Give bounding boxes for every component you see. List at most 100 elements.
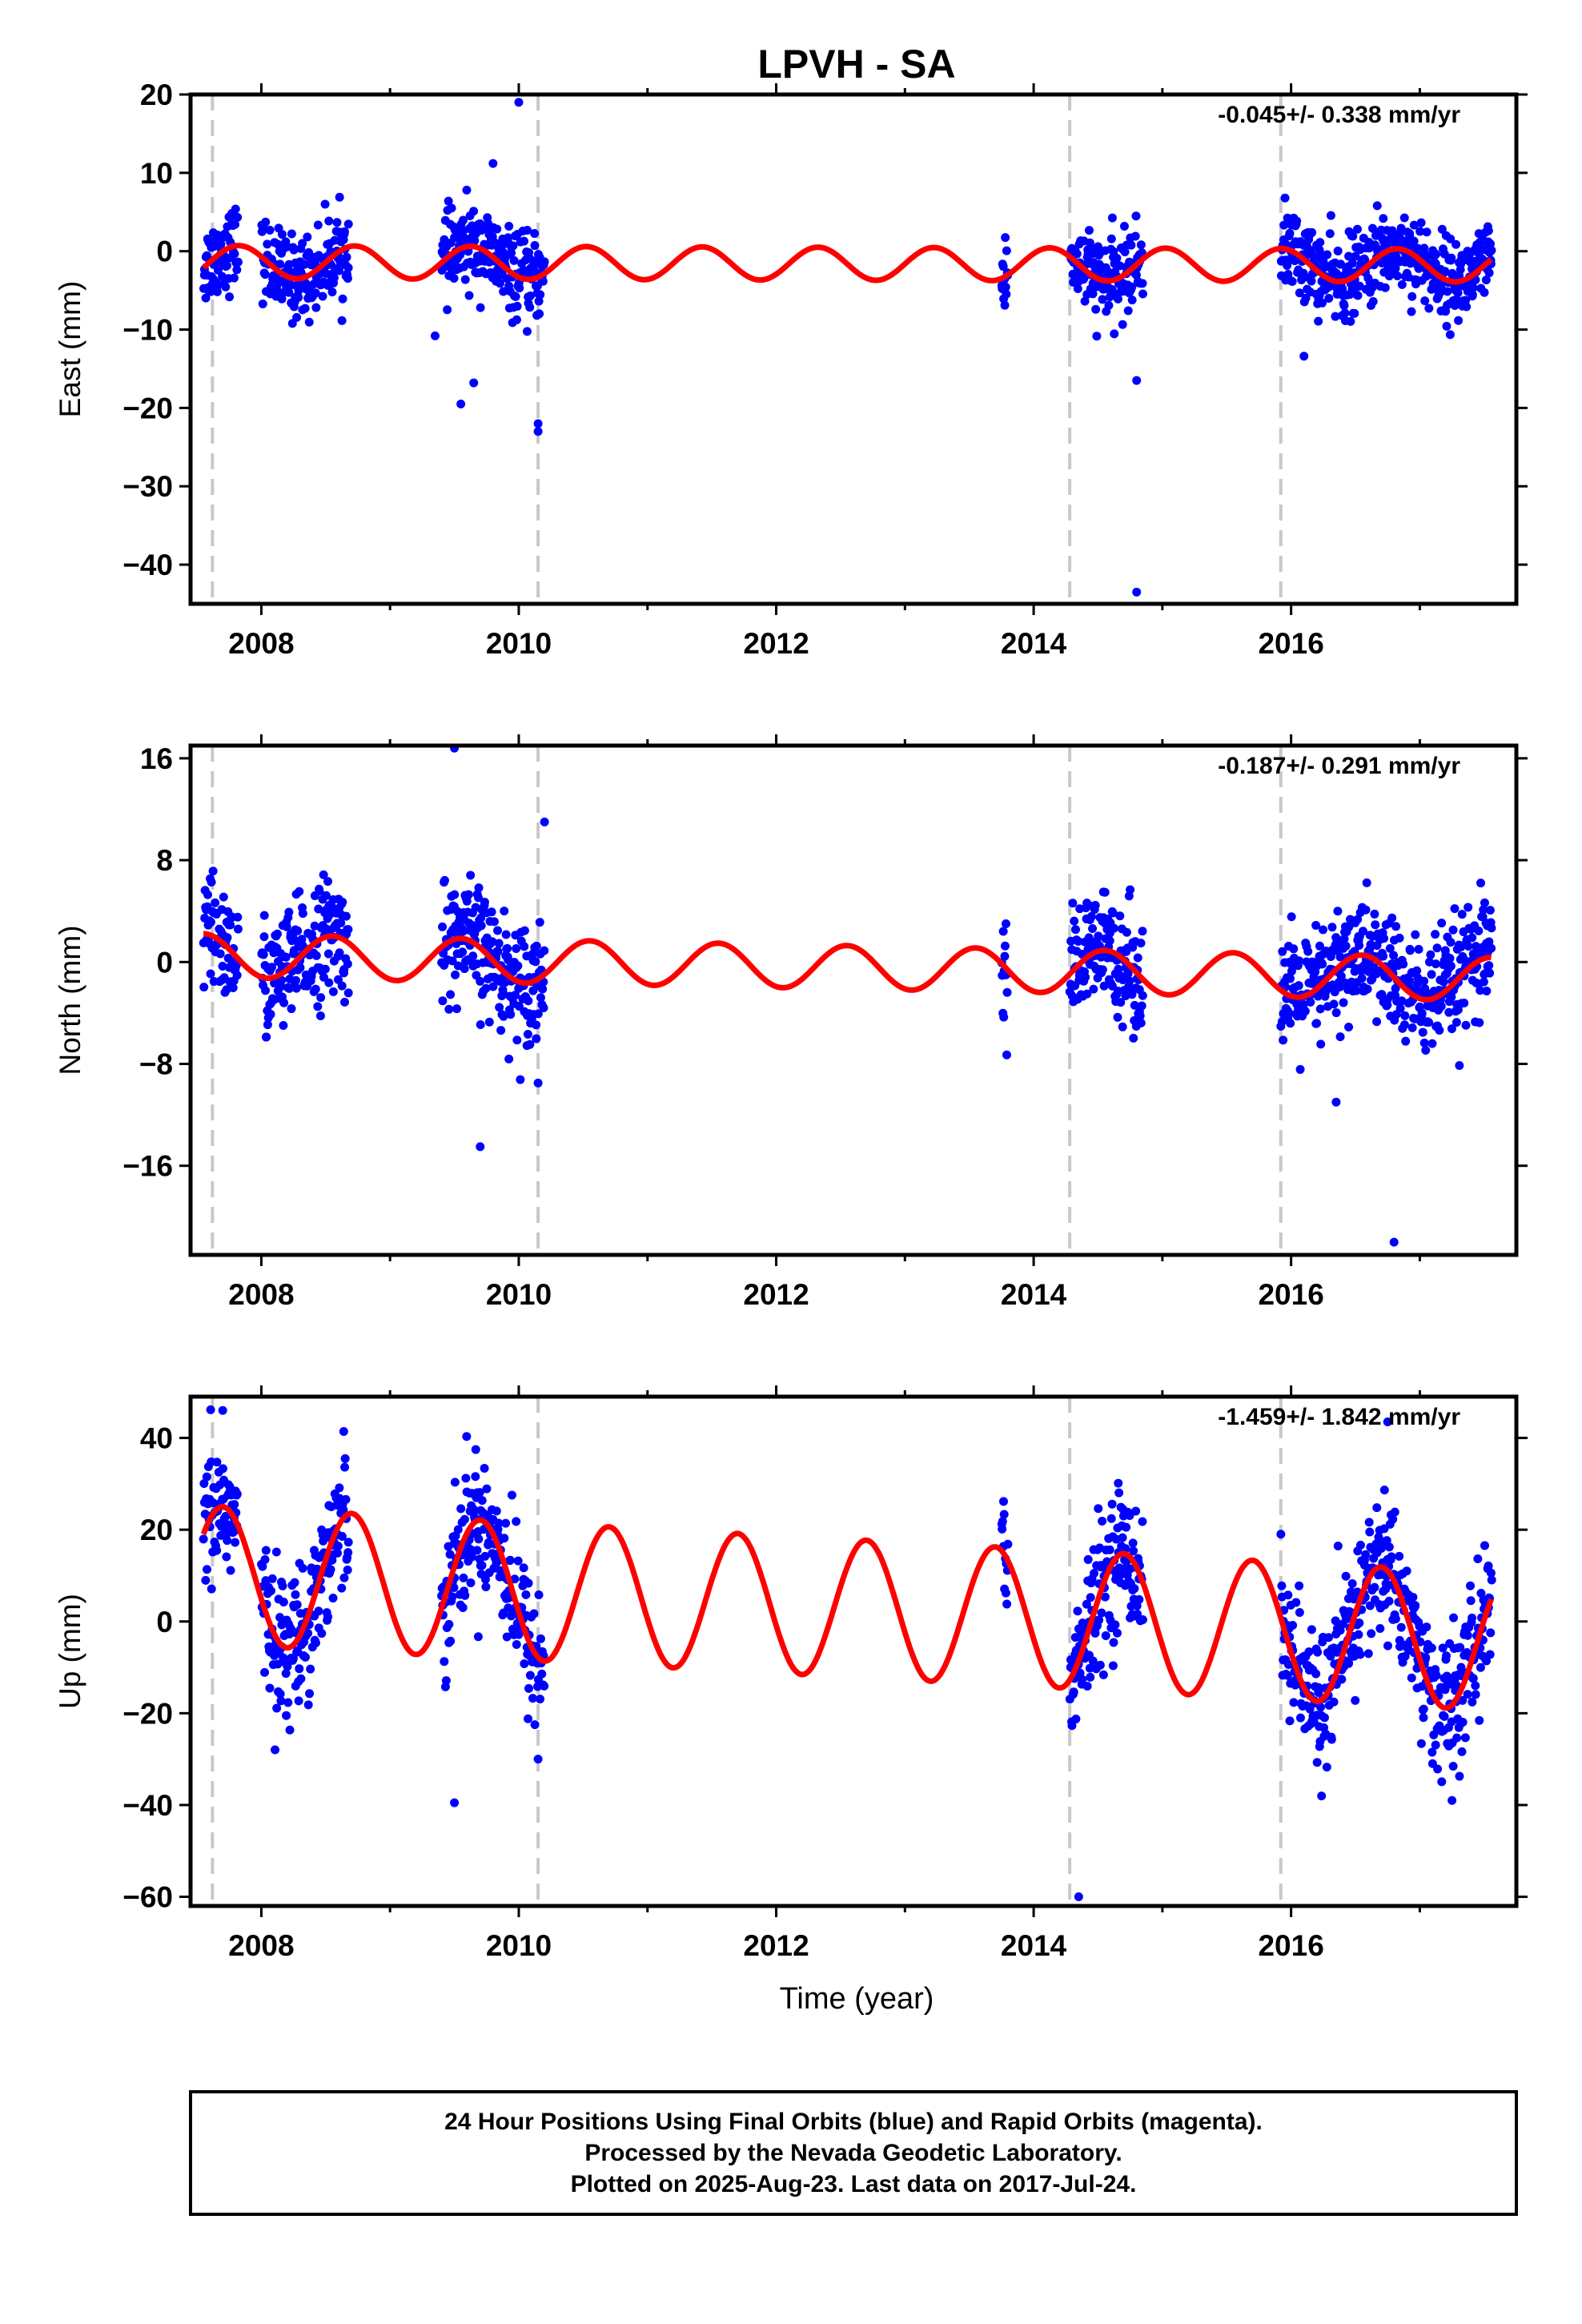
data-point — [440, 235, 449, 244]
data-point — [1476, 1663, 1485, 1672]
data-point — [1392, 271, 1402, 280]
data-point — [1395, 1551, 1404, 1561]
data-point — [328, 1594, 338, 1603]
data-point — [1400, 1011, 1410, 1020]
data-point — [1315, 941, 1324, 951]
data-point — [438, 922, 448, 931]
data-point — [1395, 933, 1404, 943]
y-tick-label: 0 — [156, 1606, 173, 1638]
x-tick-label: 2014 — [1001, 1278, 1067, 1311]
data-point — [998, 927, 1008, 936]
data-point — [1138, 1517, 1147, 1526]
data-point — [536, 290, 545, 300]
data-point — [231, 1538, 240, 1547]
data-point — [338, 898, 347, 907]
data-point — [1115, 1570, 1125, 1580]
data-point — [1361, 1550, 1371, 1559]
data-point — [233, 257, 243, 267]
data-point — [337, 1532, 347, 1542]
data-point — [532, 1034, 541, 1043]
data-point — [311, 303, 321, 312]
data-point — [1311, 920, 1321, 930]
data-point — [1372, 1503, 1382, 1513]
model-curve — [200, 1504, 1494, 1711]
data-point — [1294, 981, 1303, 991]
footer-line-1: 24 Hour Positions Using Final Orbits (bl… — [444, 2109, 1263, 2135]
data-point — [223, 933, 232, 943]
data-point — [202, 1472, 211, 1482]
data-point — [278, 1581, 287, 1590]
data-point — [475, 1488, 484, 1498]
data-point — [1368, 296, 1378, 306]
data-point — [289, 245, 299, 255]
data-point — [500, 907, 509, 916]
data-point — [1126, 885, 1135, 895]
data-point — [1350, 308, 1359, 318]
data-point — [1353, 915, 1363, 924]
data-point — [1340, 308, 1350, 318]
data-point — [1407, 307, 1416, 316]
data-point — [1370, 909, 1379, 919]
data-point — [263, 239, 272, 249]
data-point — [533, 1009, 543, 1019]
data-point — [447, 203, 456, 213]
data-point — [1460, 1733, 1470, 1743]
data-point — [1346, 316, 1355, 326]
data-point — [226, 920, 235, 930]
data-point — [281, 952, 291, 962]
data-point — [284, 287, 294, 297]
data-point — [1385, 943, 1395, 953]
data-point — [283, 1698, 293, 1707]
data-point-outlier — [469, 378, 479, 388]
data-point — [231, 961, 241, 971]
data-point — [298, 1563, 307, 1573]
data-point — [318, 292, 327, 301]
data-point — [1462, 302, 1472, 312]
data-point — [1363, 1649, 1373, 1659]
data-point — [525, 303, 535, 312]
data-point — [1407, 1023, 1417, 1032]
data-point — [333, 1548, 343, 1558]
data-point — [1315, 1004, 1325, 1014]
data-point — [1484, 226, 1493, 235]
data-point — [1341, 941, 1351, 951]
data-point — [1068, 899, 1078, 908]
data-point — [1442, 1651, 1452, 1661]
data-point — [1303, 947, 1313, 956]
data-point — [1339, 301, 1349, 311]
data-point — [1468, 1697, 1477, 1707]
data-point — [1098, 295, 1107, 304]
y-tick-label: 16 — [140, 742, 173, 775]
data-point — [1471, 1690, 1480, 1699]
data-point — [532, 1020, 541, 1030]
data-point — [314, 1606, 323, 1616]
y-tick-label: −16 — [122, 1150, 173, 1183]
data-point — [1479, 977, 1488, 987]
data-point — [1416, 1739, 1426, 1748]
data-point — [271, 1745, 280, 1755]
data-point — [1067, 1721, 1077, 1731]
data-point — [1437, 1777, 1447, 1787]
data-point — [512, 943, 521, 953]
data-point — [1130, 1000, 1139, 1010]
data-point — [458, 215, 468, 225]
y-tick-label: −60 — [122, 1881, 173, 1914]
data-point — [1138, 991, 1147, 1000]
y-axis-label: Up (mm) — [54, 1594, 86, 1709]
data-point — [1379, 934, 1389, 943]
data-point — [1107, 1499, 1117, 1509]
data-point — [1344, 1022, 1354, 1031]
data-point — [263, 1020, 272, 1030]
data-point — [1315, 238, 1325, 247]
data-point — [448, 956, 457, 966]
data-point — [1450, 904, 1460, 914]
data-point — [218, 1464, 227, 1474]
data-point — [315, 887, 324, 896]
data-point — [1099, 981, 1109, 991]
data-point — [300, 1652, 310, 1662]
data-point — [281, 1669, 291, 1679]
data-point — [495, 1003, 504, 1012]
data-point — [1411, 1601, 1420, 1610]
data-point-outlier — [1383, 1417, 1392, 1427]
chart-title: LPVH - SA — [757, 42, 955, 86]
